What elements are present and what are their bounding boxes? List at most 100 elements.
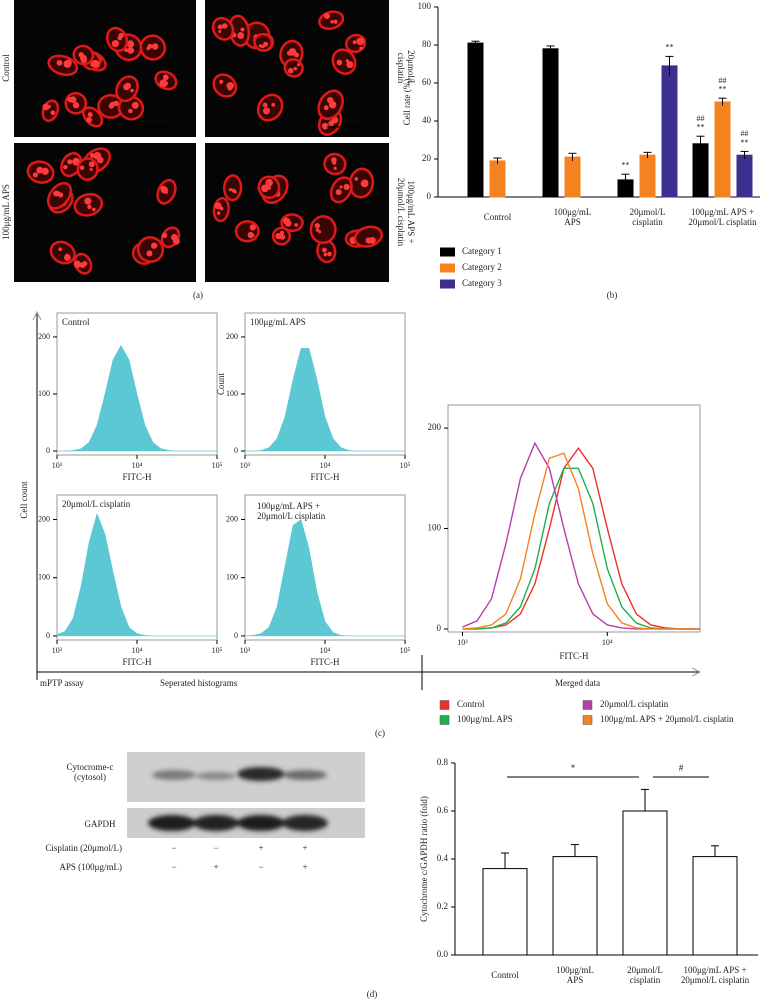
cell-spot xyxy=(322,247,327,253)
panel-label: (c) xyxy=(375,728,385,738)
band xyxy=(148,815,196,831)
y-tick-label: 200 xyxy=(38,332,50,341)
cell-spot xyxy=(128,108,133,114)
series-line xyxy=(462,441,700,630)
cell xyxy=(212,73,238,98)
cell-spot xyxy=(214,202,222,210)
x-tick-label: 10⁴ xyxy=(320,646,331,655)
cell-spot xyxy=(126,40,135,48)
cell-spot xyxy=(124,48,129,53)
significance: ## ** xyxy=(741,129,749,147)
series-line xyxy=(462,467,700,630)
cell-spot xyxy=(50,110,56,116)
x-tick-label: 100μg/mL APS xyxy=(556,965,594,985)
y-tick-label: 80 xyxy=(422,39,432,49)
y-axis-label: Cell rate (%) xyxy=(402,79,412,125)
histogram-title: 100μg/mL APS xyxy=(250,317,306,327)
blot-label: GAPDH xyxy=(84,819,116,829)
treatment-sign: − xyxy=(171,843,176,853)
y-axis-label: Cytochrome c/GAPDH ratio (fold) xyxy=(419,796,429,922)
cell-spot xyxy=(263,41,269,47)
cell-spot xyxy=(279,234,286,240)
x-axis-label: FITC-H xyxy=(123,657,153,667)
histogram-area xyxy=(245,348,405,452)
cell-spot xyxy=(111,39,120,48)
series-line xyxy=(462,446,700,630)
cell-spot xyxy=(359,46,363,50)
image-background xyxy=(205,143,389,282)
treatment-sign: − xyxy=(171,862,176,872)
cell-spot xyxy=(219,206,224,211)
footer-label: Merged data xyxy=(555,678,600,688)
y-tick-label: 20 xyxy=(422,153,432,163)
cell-spot xyxy=(227,86,232,91)
cell-spot xyxy=(247,231,254,239)
x-tick-label: 10⁴ xyxy=(132,461,143,470)
x-tick-label: 20μmol/L cisplatin xyxy=(627,965,663,985)
cell-spot xyxy=(346,61,354,69)
blot-label: Cytocrome-c (cytosol) xyxy=(67,762,114,782)
y-tick-label: 60 xyxy=(422,77,432,87)
cell-spot xyxy=(327,251,332,257)
x-tick-label: 100μg/mL APS xyxy=(554,207,592,227)
cell-spot xyxy=(89,153,95,158)
significance: ** xyxy=(622,161,630,170)
bar xyxy=(552,856,598,956)
treatment-label: Cisplatin (20μmol/L) xyxy=(45,843,122,853)
cell-spot xyxy=(265,178,273,187)
y-tick-label: 40 xyxy=(422,115,432,125)
micrograph xyxy=(14,143,196,282)
bar xyxy=(542,48,559,198)
bar xyxy=(736,154,753,198)
cell xyxy=(253,33,273,52)
treatment-sign: − xyxy=(258,862,263,872)
x-tick-label: 10⁴ xyxy=(320,461,331,470)
treatment-sign: + xyxy=(302,843,307,853)
y-tick-label: 0 xyxy=(46,631,50,640)
cell-spot xyxy=(151,43,159,50)
cell-spot xyxy=(87,112,93,118)
cell-spot xyxy=(123,83,130,91)
cell-spot xyxy=(330,20,334,24)
micrograph xyxy=(205,143,389,282)
cell-spot xyxy=(32,172,39,178)
y-tick-label: 0.2 xyxy=(437,901,448,911)
cell-spot xyxy=(314,222,320,229)
histogram-title: 20μmol/L cisplatin xyxy=(62,499,131,509)
band xyxy=(283,770,327,780)
cell-spot xyxy=(92,207,96,212)
cell-spot xyxy=(222,23,228,29)
cell-spot xyxy=(58,247,63,252)
cell-spot xyxy=(93,152,102,160)
cell-spot xyxy=(150,242,157,249)
cell-spot xyxy=(159,79,168,88)
legend-label: Category 2 xyxy=(462,262,502,272)
x-axis-label: FITC-H xyxy=(311,472,341,482)
cell-spot xyxy=(67,159,73,165)
cell-spot xyxy=(88,161,95,168)
legend-swatch xyxy=(582,700,593,710)
bar xyxy=(661,65,678,198)
cell-spot xyxy=(90,62,95,67)
cell-spot xyxy=(365,237,372,244)
bar xyxy=(564,156,581,198)
cell-spot xyxy=(336,59,343,66)
comparison-label: # xyxy=(679,763,684,773)
y-tick-label: 0.8 xyxy=(437,757,449,767)
cell xyxy=(222,174,243,202)
x-tick-label: Control xyxy=(491,970,519,980)
y-tick-label: 100 xyxy=(38,573,50,582)
y-tick-label: 0 xyxy=(234,446,238,455)
significance: ## ** xyxy=(719,76,727,94)
cell xyxy=(211,16,235,41)
cell-spot xyxy=(354,177,359,181)
treatment-sign: + xyxy=(213,862,218,872)
legend-label: Category 3 xyxy=(462,278,502,288)
cell-spot xyxy=(87,204,92,210)
cell-spot xyxy=(67,96,73,103)
cell-spot xyxy=(65,59,72,67)
cell-spot xyxy=(127,47,135,54)
bar xyxy=(692,856,738,956)
cell-spot xyxy=(233,190,237,194)
